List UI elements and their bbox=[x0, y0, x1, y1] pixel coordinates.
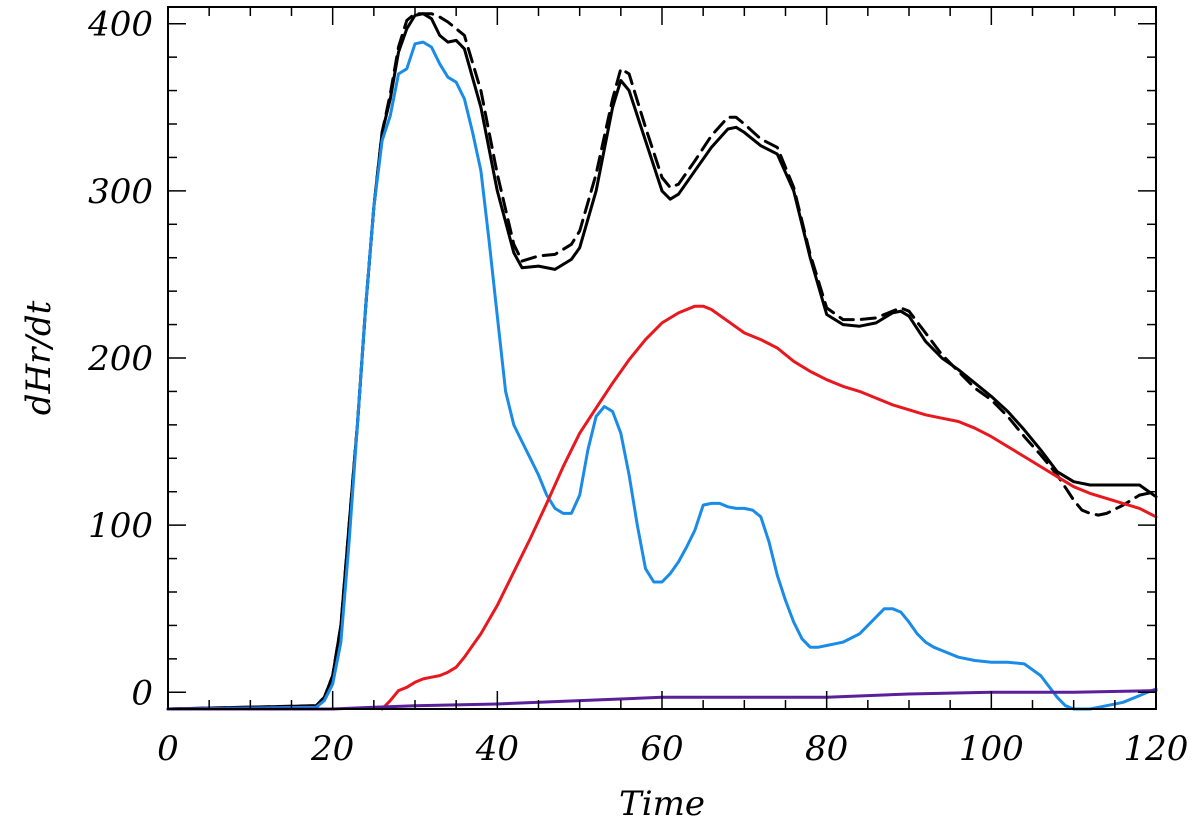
series-line-blue bbox=[166, 40, 1158, 711]
y-tick-label: 300 bbox=[88, 172, 153, 212]
y-tick-label: 0 bbox=[131, 673, 153, 713]
tick-label-layer: 0 20 40 60 80 100 120 0 100 200 300 400 bbox=[87, 5, 1188, 769]
y-tick-label: 400 bbox=[87, 5, 153, 45]
y-axis-title: dHr/dt bbox=[19, 300, 59, 415]
x-tick-label: 40 bbox=[475, 729, 519, 769]
x-tick-label: 100 bbox=[959, 729, 1024, 769]
series-line-red bbox=[380, 304, 1158, 711]
series-line-total-dashed bbox=[166, 12, 1158, 711]
y-tick-label: 100 bbox=[88, 506, 153, 546]
x-tick-label: 0 bbox=[157, 729, 179, 769]
x-tick-label: 120 bbox=[1124, 729, 1189, 769]
x-tick-label: 80 bbox=[805, 729, 848, 769]
tick-layer bbox=[167, 7, 1157, 709]
x-tick-label: 20 bbox=[310, 729, 354, 769]
x-axis-title: Time bbox=[619, 784, 705, 823]
series-layer bbox=[166, 12, 1158, 711]
y-tick-label: 200 bbox=[87, 339, 153, 379]
plot-frame bbox=[167, 6, 1157, 710]
x-tick-label: 60 bbox=[640, 729, 683, 769]
series-line-total bbox=[166, 12, 1158, 711]
